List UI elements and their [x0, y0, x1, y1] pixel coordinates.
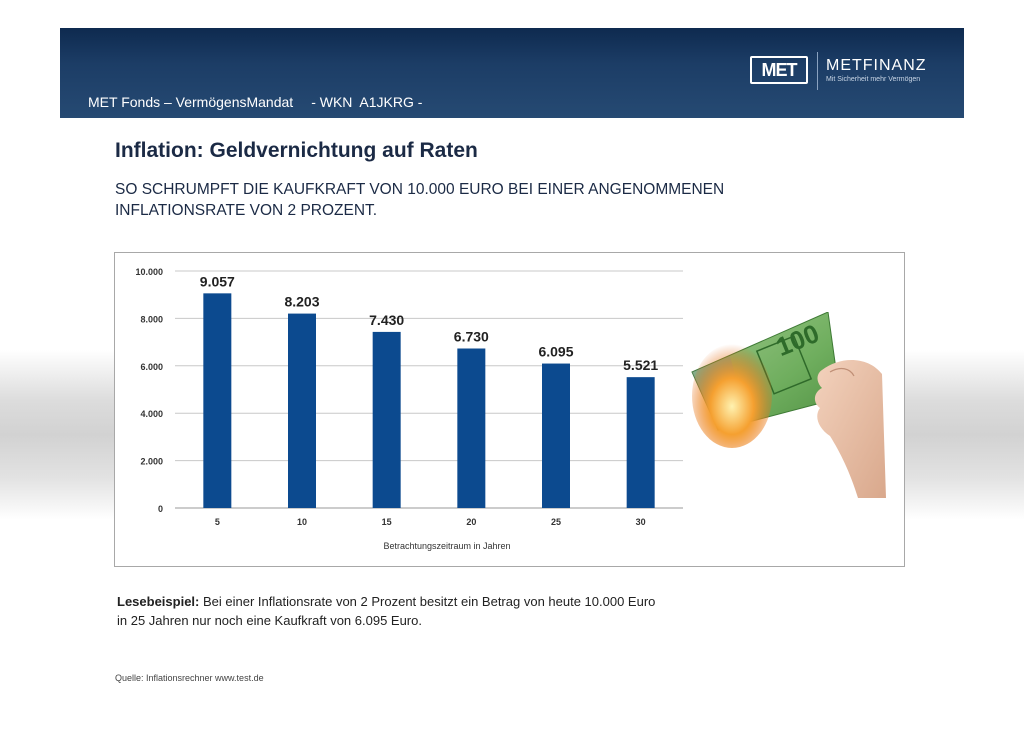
reading-example-label: Lesebeispiel:: [117, 594, 200, 609]
logo-divider: [817, 52, 818, 90]
x-tick-label: 20: [466, 517, 476, 527]
flame: [692, 344, 772, 448]
bar-chart: 0 2.000 4.000 6.000 8.000 10.000 9.057 5 8.203 10…: [135, 267, 683, 551]
reading-example-text-1: Bei einer Inflationsrate von 2 Prozent b…: [199, 594, 656, 609]
bar-10: [288, 313, 316, 508]
burning-banknote-illustration: 100: [691, 312, 886, 498]
bar-30: [626, 377, 655, 508]
x-tick-label: 5: [215, 517, 220, 527]
hand: [814, 359, 886, 498]
bar-15: [372, 331, 401, 508]
x-tick-label: 15: [382, 517, 392, 527]
header-fund-info: MET Fonds – VermögensMandat - WKN A1JKRG …: [88, 94, 422, 110]
data-label: 5.521: [623, 357, 658, 373]
data-label: 9.057: [200, 273, 235, 289]
data-label: 8.203: [284, 294, 319, 310]
y-tick-label: 2.000: [140, 457, 163, 467]
met-logo-mark: MET: [750, 56, 808, 84]
wkn-label: - WKN A1JKRG -: [311, 94, 423, 110]
y-tick-label: 6.000: [140, 362, 163, 372]
subtitle-line-2: INFLATIONSRATE VON 2 PROZENT.: [115, 202, 378, 219]
y-tick-label: 8.000: [140, 314, 163, 324]
fund-name: MET Fonds – VermögensMandat: [88, 94, 294, 110]
x-tick-label: 25: [551, 517, 561, 527]
reading-example-line-1: Lesebeispiel: Bei einer Inflationsrate v…: [117, 592, 757, 611]
x-tick-label: 30: [636, 517, 646, 527]
subtitle-line-1: SO SCHRUMPFT DIE KAUFKRAFT VON 10.000 EU…: [115, 181, 725, 198]
x-axis-label: Betrachtungszeitraum in Jahren: [383, 541, 510, 551]
source-note: Quelle: Inflationsrechner www.test.de: [115, 673, 264, 683]
data-label: 6.095: [538, 344, 573, 360]
header-bar: MET Fonds – VermögensMandat - WKN A1JKRG …: [60, 28, 964, 118]
data-label: 6.730: [454, 328, 489, 344]
bar-25: [542, 363, 570, 508]
y-tick-label: 10.000: [135, 267, 163, 277]
page-subtitle: SO SCHRUMPFT DIE KAUFKRAFT VON 10.000 EU…: [115, 179, 835, 221]
logo-name: METFINANZ: [826, 57, 927, 74]
bar-20: [457, 348, 486, 508]
x-tick-label: 10: [297, 517, 307, 527]
reading-example: Lesebeispiel: Bei einer Inflationsrate v…: [117, 592, 757, 630]
y-tick-label: 4.000: [140, 409, 163, 419]
bar-5: [203, 293, 232, 508]
y-tick-label: 0: [158, 504, 163, 514]
page-title: Inflation: Geldvernichtung auf Raten: [115, 139, 478, 162]
logo-tagline: Mit Sicherheit mehr Vermögen: [826, 76, 921, 83]
reading-example-line-2: in 25 Jahren nur noch eine Kaufkraft von…: [117, 613, 422, 628]
data-label: 7.430: [369, 312, 404, 328]
